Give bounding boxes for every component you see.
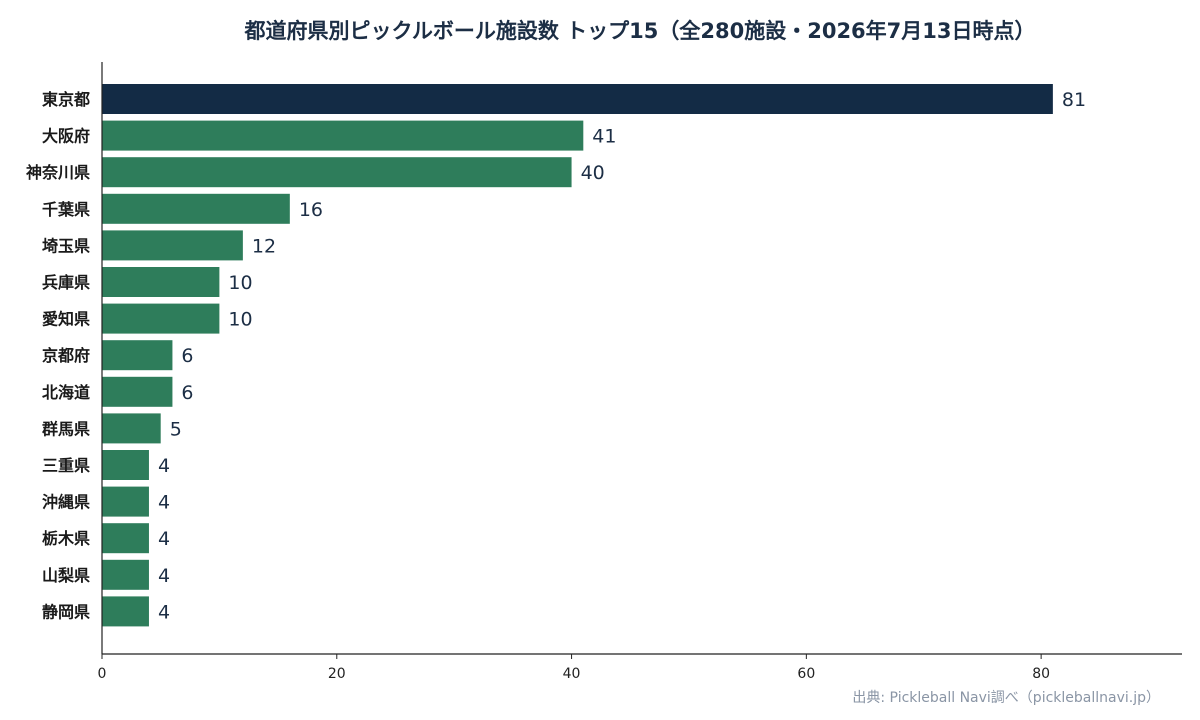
bar-6 — [102, 267, 220, 297]
value-label: 4 — [158, 455, 170, 477]
source-note: 出典: Pickleball Navi調べ（pickleballnavi.jp） — [852, 690, 1160, 706]
x-tick-label: 60 — [797, 666, 815, 682]
bar-3 — [102, 157, 572, 188]
category-label: 埼玉県 — [42, 236, 90, 255]
value-label: 4 — [158, 528, 170, 550]
value-label: 4 — [158, 565, 170, 587]
category-label: 大阪府 — [42, 127, 90, 146]
bar-4 — [102, 193, 290, 224]
value-label: 4 — [158, 601, 170, 623]
category-label: 東京都 — [42, 90, 90, 109]
bar-8 — [102, 340, 173, 371]
value-label: 81 — [1062, 89, 1086, 111]
value-label: 4 — [158, 492, 170, 514]
bar-9 — [102, 376, 173, 407]
category-label: 三重県 — [42, 456, 90, 475]
bar-11 — [102, 450, 149, 480]
bar-15 — [102, 596, 149, 627]
x-tick-label: 80 — [1032, 666, 1050, 682]
value-label: 6 — [181, 382, 193, 404]
bar-12 — [102, 486, 149, 517]
chart-title: 都道府県別ピックルボール施設数 トップ15（全280施設・2026年7月13日時… — [243, 19, 1035, 43]
bar-5 — [102, 230, 243, 261]
bar-2 — [102, 120, 584, 151]
category-label: 愛知県 — [42, 310, 90, 329]
bars-group: 東京都 81 大阪府 41 神奈川県 40 千葉県 16 埼玉県 12 兵庫県 10 愛知県 10 京都府 6… — [26, 84, 1086, 627]
value-label: 10 — [228, 309, 252, 331]
x-tick-label: 40 — [563, 666, 581, 682]
value-label: 5 — [170, 418, 182, 440]
bar-10 — [102, 413, 161, 444]
value-label: 6 — [181, 345, 193, 367]
value-label: 16 — [299, 199, 323, 221]
category-label: 京都府 — [42, 346, 90, 365]
x-tick-label: 0 — [98, 666, 107, 682]
category-label: 群馬県 — [42, 419, 90, 438]
category-label: 神奈川県 — [26, 163, 90, 182]
category-label: 静岡県 — [42, 602, 90, 621]
category-label: 千葉県 — [42, 200, 90, 219]
x-tick-label: 20 — [328, 666, 346, 682]
category-label: 沖縄県 — [42, 493, 90, 512]
bar-1 — [102, 84, 1053, 114]
category-label: 兵庫県 — [42, 273, 90, 292]
bar-13 — [102, 523, 149, 554]
category-label: 山梨県 — [42, 566, 90, 585]
value-label: 41 — [592, 126, 616, 148]
category-label: 北海道 — [42, 383, 90, 402]
value-label: 40 — [581, 162, 605, 184]
value-label: 10 — [228, 272, 252, 294]
bar-7 — [102, 303, 220, 334]
category-label: 栃木県 — [42, 529, 90, 548]
axes-group: 0 20 40 60 80 — [98, 62, 1182, 682]
value-label: 12 — [252, 235, 276, 257]
bar-14 — [102, 559, 149, 590]
